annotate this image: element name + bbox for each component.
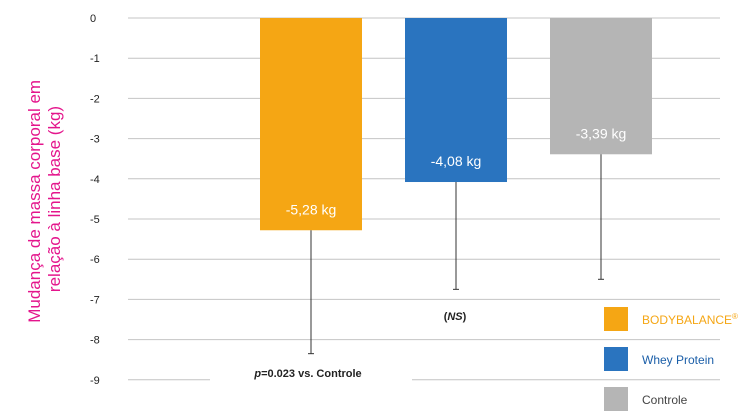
y-axis-ticks: 0 -1 -2 -3 -4 -5 -6 -7 -8 -9 xyxy=(90,13,100,387)
annotation-pvalue: p=0.023 vs. Controle xyxy=(253,368,361,380)
legend-label: Controle xyxy=(642,393,688,407)
y-tick-label: -1 xyxy=(90,53,100,65)
y-tick-label: -9 xyxy=(90,375,100,387)
y-axis-label-line-1: Mudança de massa corporal em xyxy=(25,80,44,323)
y-tick-label: -7 xyxy=(90,294,100,306)
y-tick-label: -5 xyxy=(90,214,100,226)
legend-label: Whey Protein xyxy=(642,353,714,367)
bar xyxy=(550,18,652,155)
annotation-ns: (NS) xyxy=(444,311,467,323)
y-tick-label: -6 xyxy=(90,254,100,266)
annotation-pvalue-backdrop xyxy=(210,363,412,383)
legend-swatch xyxy=(604,307,628,331)
y-tick-label: -8 xyxy=(90,335,100,347)
legend-swatch xyxy=(604,347,628,371)
legend: BODYBALANCE® Whey Protein Controle xyxy=(604,307,738,411)
bar-data-label: -5,28 kg xyxy=(286,201,337,217)
y-tick-label: -3 xyxy=(90,134,100,146)
y-tick-label: 0 xyxy=(90,13,96,25)
y-tick-label: -2 xyxy=(90,93,100,105)
y-axis-label: Mudança de massa corporal em relação à l… xyxy=(25,75,64,323)
bars: -5,28 kg -4,08 kg -3,39 kg xyxy=(260,18,652,231)
legend-swatch xyxy=(604,387,628,411)
bar xyxy=(260,18,362,231)
error-bars xyxy=(308,154,604,355)
legend-label: BODYBALANCE® xyxy=(642,312,738,327)
y-axis-label-line-2: relação à linha base (kg) xyxy=(45,106,64,292)
y-tick-label: -4 xyxy=(90,174,100,186)
bar xyxy=(405,18,507,183)
bar-data-label: -4,08 kg xyxy=(431,153,482,169)
annotation-ns-backdrop xyxy=(430,306,480,326)
bar-data-label: -3,39 kg xyxy=(576,125,627,141)
